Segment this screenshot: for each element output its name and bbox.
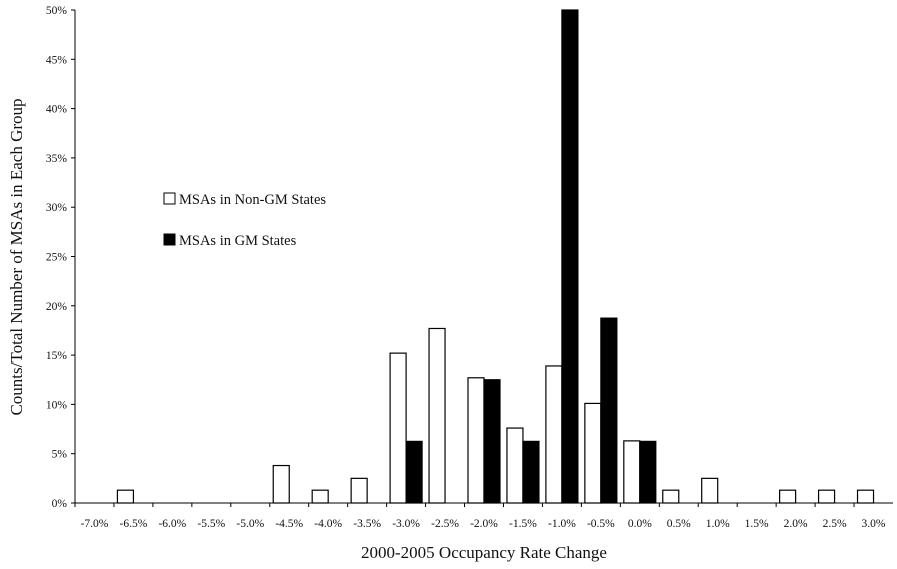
bar-non-gm-5 bbox=[272, 464, 290, 504]
bar-non-gm-15 bbox=[662, 489, 680, 504]
x-tick-label: -5.0% bbox=[236, 518, 264, 530]
x-tick-label: 2.0% bbox=[784, 518, 808, 530]
legend-swatch-non-gm bbox=[163, 192, 176, 205]
bar-gm-13 bbox=[600, 317, 618, 504]
y-tick-label: 25% bbox=[46, 252, 68, 264]
x-tick-label: -4.5% bbox=[275, 518, 303, 530]
bar-gm-8 bbox=[405, 440, 423, 504]
x-tick-label: -6.5% bbox=[120, 518, 148, 530]
x-tick-label: -3.5% bbox=[353, 518, 381, 530]
bar-non-gm-19 bbox=[817, 489, 836, 504]
y-tick-label: 5% bbox=[52, 449, 68, 461]
bar-gm-11 bbox=[522, 440, 540, 504]
legend-swatch-gm bbox=[163, 233, 176, 246]
bar-non-gm-20 bbox=[856, 489, 875, 504]
legend-label-gm: MSAs in GM States bbox=[179, 233, 297, 249]
bar-non-gm-10 bbox=[467, 377, 485, 504]
bar-gm-12 bbox=[561, 9, 579, 504]
bar-non-gm-16 bbox=[701, 477, 719, 504]
y-tick-label: 50% bbox=[46, 5, 68, 17]
x-tick-label: -6.0% bbox=[158, 518, 186, 530]
y-tick-label: 20% bbox=[46, 301, 68, 313]
x-tick-label: 0.5% bbox=[667, 518, 691, 530]
x-axis-title: 2000-2005 Occupancy Rate Change bbox=[361, 543, 607, 562]
bar-non-gm-1 bbox=[116, 489, 135, 504]
y-tick-label: 35% bbox=[46, 153, 68, 165]
legend-label-non-gm: MSAs in Non-GM States bbox=[179, 192, 326, 208]
x-tick-label: -3.0% bbox=[392, 518, 420, 530]
x-tick-label: -4.0% bbox=[314, 518, 342, 530]
bar-non-gm-13 bbox=[584, 402, 602, 504]
x-tick-label: -1.0% bbox=[548, 518, 576, 530]
y-tick-label: 15% bbox=[46, 350, 68, 362]
x-tick-label: -2.5% bbox=[431, 518, 459, 530]
x-tick-label: -1.5% bbox=[509, 518, 537, 530]
bar-gm-14 bbox=[639, 440, 657, 504]
y-tick-label: 40% bbox=[46, 104, 68, 116]
bar-non-gm-18 bbox=[779, 489, 797, 504]
x-tick-label: -5.5% bbox=[197, 518, 225, 530]
x-axis: -7.0% -6.5% -6.0% -5.5% -5.0% -4.5% -4.0% -3.5%… bbox=[74, 502, 893, 530]
x-tick-label: 3.0% bbox=[862, 518, 886, 530]
y-tick-label: 0% bbox=[52, 498, 68, 510]
bar-non-gm-9 bbox=[428, 327, 446, 504]
x-tick-label: 0.0% bbox=[628, 518, 652, 530]
y-axis: 0% 5% 10% 15% 20% 25% 30% 35% 40% 45% 50% bbox=[46, 5, 76, 510]
y-axis-title: Counts/Total Number of MSAs in Each Grou… bbox=[7, 98, 26, 415]
bar-non-gm-7 bbox=[350, 477, 368, 504]
bars bbox=[116, 9, 875, 504]
bar-non-gm-11 bbox=[506, 427, 524, 504]
x-tick-label: 1.5% bbox=[745, 518, 769, 530]
x-tick-label: -2.0% bbox=[470, 518, 498, 530]
y-tick-label: 45% bbox=[46, 54, 68, 66]
x-tick-label: 1.0% bbox=[706, 518, 730, 530]
y-ticks: 0% 5% 10% 15% 20% 25% 30% 35% 40% 45% 50% bbox=[46, 5, 75, 510]
x-tick-label: 2.5% bbox=[823, 518, 847, 530]
bar-gm-10 bbox=[483, 379, 501, 504]
x-tick-label: -7.0% bbox=[81, 518, 109, 530]
bar-non-gm-14 bbox=[623, 440, 641, 504]
bar-non-gm-6 bbox=[311, 489, 329, 504]
bar-non-gm-12 bbox=[545, 365, 563, 504]
x-ticks: -7.0% -6.5% -6.0% -5.5% -5.0% -4.5% -4.0% -3.5%… bbox=[74, 503, 886, 530]
legend: MSAs in Non-GM States MSAs in GM States bbox=[163, 192, 326, 249]
y-tick-label: 30% bbox=[46, 202, 68, 214]
x-tick-label: -0.5% bbox=[587, 518, 615, 530]
bar-non-gm-8 bbox=[389, 352, 407, 504]
y-tick-label: 10% bbox=[46, 399, 68, 411]
